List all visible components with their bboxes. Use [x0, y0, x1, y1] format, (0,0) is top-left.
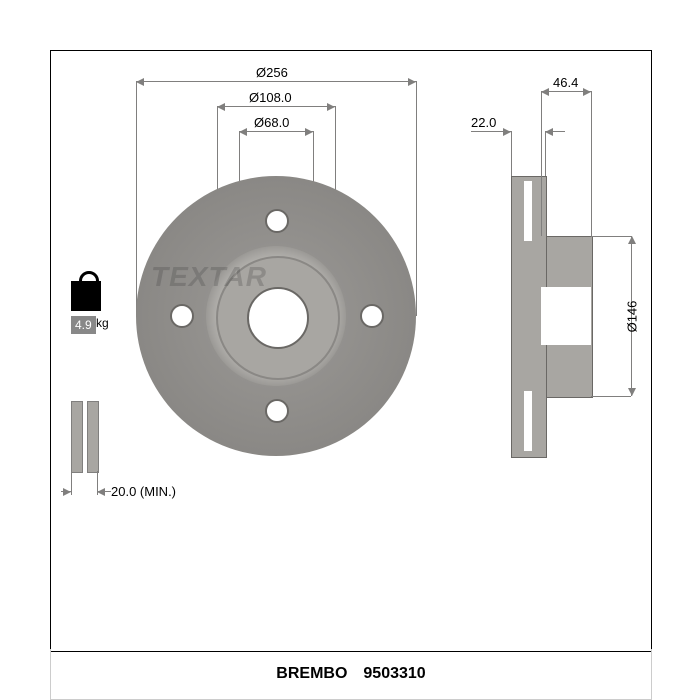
- arrow: [217, 103, 225, 111]
- diagram-frame: Ø256 Ø108.0 Ø68.0 46.4 22.0 Ø146: [50, 50, 652, 652]
- arrow: [628, 236, 636, 244]
- arrow: [305, 128, 313, 136]
- arrow: [327, 103, 335, 111]
- ext-line: [136, 81, 137, 316]
- arrow: [541, 88, 549, 96]
- bolt-hole: [360, 304, 384, 328]
- brand-label: BREMBO: [276, 665, 347, 683]
- ext-line: [591, 91, 592, 236]
- dim-center-bore: Ø68.0: [254, 115, 289, 130]
- ext-line: [541, 91, 542, 236]
- arrow: [545, 128, 553, 136]
- arrow: [583, 88, 591, 96]
- dim-thickness: 22.0: [471, 115, 496, 130]
- ext-line: [591, 236, 631, 237]
- ext-line: [71, 471, 72, 495]
- ext-line: [416, 81, 417, 316]
- dim-hub-diameter: Ø146: [624, 301, 639, 333]
- side-vent: [524, 181, 532, 241]
- dim-min-thickness: 20.0 (MIN.): [111, 484, 176, 499]
- arrow: [503, 128, 511, 136]
- min-disc-half1: [71, 401, 83, 473]
- bolt-hole: [265, 209, 289, 233]
- dim-line-bolt: [217, 106, 335, 107]
- side-vent: [524, 391, 532, 451]
- arrow: [63, 488, 71, 496]
- ext-line: [97, 471, 98, 495]
- dim-bolt-circle: Ø108.0: [249, 90, 292, 105]
- arrow: [97, 488, 105, 496]
- arrow: [239, 128, 247, 136]
- footer: BREMBO 9503310: [50, 649, 652, 700]
- dim-line-od: [136, 81, 416, 82]
- weight-num: 4.9: [75, 318, 92, 332]
- weight-value: 4.9: [71, 316, 96, 334]
- bolt-hole: [170, 304, 194, 328]
- dim-outer-diameter: Ø256: [256, 65, 288, 80]
- dim-line-bore: [239, 131, 313, 132]
- weight-icon: [71, 281, 101, 311]
- ext-line: [591, 396, 631, 397]
- center-hole: [247, 287, 309, 349]
- arrow: [136, 78, 144, 86]
- side-bore: [541, 287, 591, 345]
- ext-line: [545, 131, 546, 176]
- dim-hat-height: 46.4: [553, 75, 578, 90]
- part-number: 9503310: [363, 665, 425, 683]
- bolt-hole: [265, 399, 289, 423]
- min-disc-half2: [87, 401, 99, 473]
- ext-line: [511, 131, 512, 176]
- arrow: [628, 388, 636, 396]
- arrow: [408, 78, 416, 86]
- weight-unit: kg: [96, 316, 109, 330]
